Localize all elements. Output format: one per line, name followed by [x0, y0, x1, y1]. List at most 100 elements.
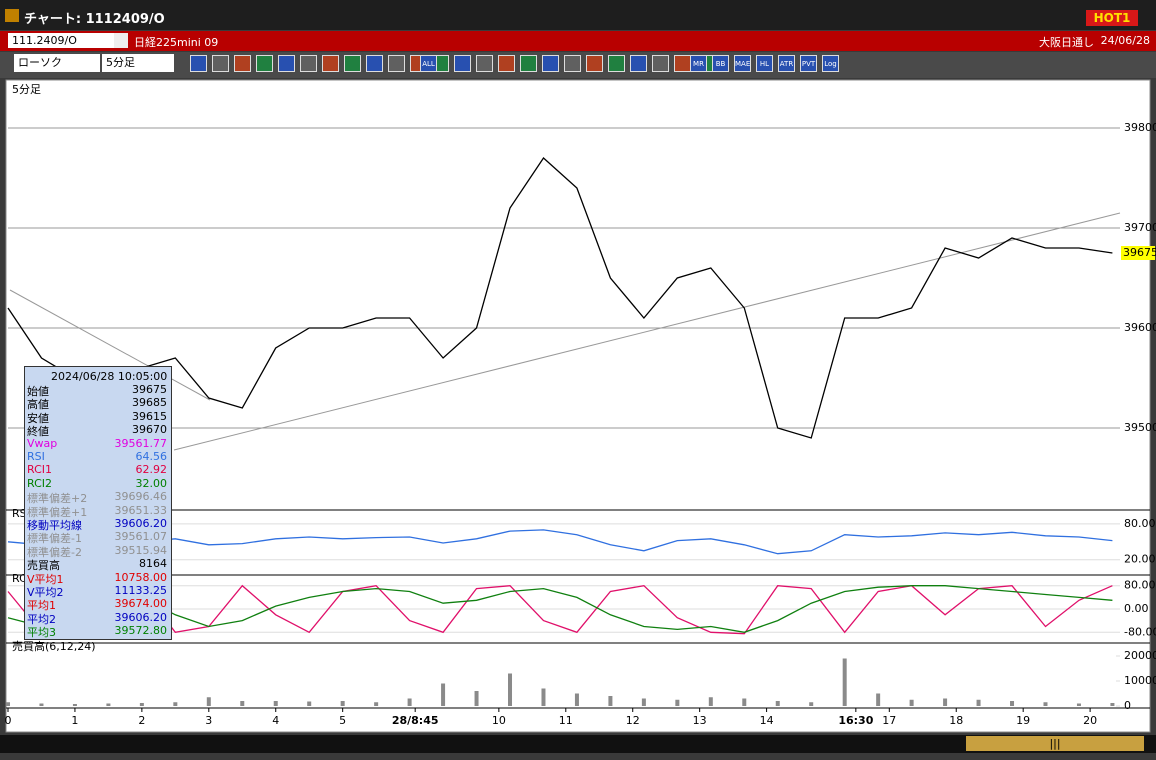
info-label: 平均1	[27, 599, 56, 613]
x-tick-label: 12	[626, 714, 640, 727]
volume-bar	[809, 702, 814, 706]
x-tick-label: 1	[71, 714, 78, 727]
tool-icon[interactable]	[476, 55, 493, 72]
scroll-thumb[interactable]	[966, 736, 1144, 751]
tool-icon[interactable]	[366, 55, 383, 72]
hot-button[interactable]: HOT1	[1086, 10, 1138, 26]
scrollbar[interactable]	[0, 735, 1156, 753]
tool-icon[interactable]	[542, 55, 559, 72]
tool-icon[interactable]	[322, 55, 339, 72]
info-row: V平均1 10758.00	[27, 570, 168, 586]
info-row: 平均2 39606.20	[27, 610, 168, 626]
symbol-name: 日経225mini 09	[134, 36, 219, 49]
chart-type-select[interactable]: ローソク	[14, 54, 100, 72]
price-tag	[1121, 246, 1155, 260]
info-value: 8164	[139, 557, 167, 571]
tool-icon-label[interactable]: BB	[712, 55, 729, 72]
tool-icon[interactable]	[586, 55, 603, 72]
x-tick-label: 2	[138, 714, 145, 727]
panel-title: 5分足	[12, 83, 41, 96]
info-label: 高値	[27, 398, 49, 412]
tool-icon-label[interactable]: MAE	[734, 55, 751, 72]
info-row: 安値 39615	[27, 410, 167, 425]
tool-icon[interactable]	[454, 55, 471, 72]
x-tick-label: 10	[492, 714, 506, 727]
volume-bar	[541, 688, 546, 706]
info-label: 移動平均線	[27, 519, 82, 532]
info-row: RCI2 32.00	[27, 477, 167, 490]
info-label: Vwap	[27, 436, 58, 450]
tool-icon[interactable]	[234, 55, 251, 72]
tool-icon-label[interactable]: ALL	[420, 55, 437, 72]
tool-icon[interactable]	[608, 55, 625, 72]
tool-icon[interactable]	[388, 55, 405, 72]
info-label: 始値	[27, 385, 49, 398]
x-tick-label: 3	[205, 714, 212, 727]
info-row: 平均3 39572.80	[27, 624, 167, 639]
tool-icon[interactable]	[344, 55, 361, 72]
tool-icon-label[interactable]: ATR	[778, 55, 795, 72]
y-tick-label: 39700	[1124, 221, 1156, 234]
info-row: 売買高 8164	[27, 557, 167, 573]
tool-icon[interactable]	[564, 55, 581, 72]
info-value: 39651.33	[114, 503, 168, 517]
volume-bar	[139, 703, 144, 706]
info-value: 10758.00	[114, 570, 168, 584]
info-value: 39606.20	[114, 610, 168, 624]
volume-bar	[273, 701, 278, 706]
volume-bar	[641, 698, 646, 706]
info-row: 平均1 39674.00	[27, 597, 167, 613]
tool-icon[interactable]	[278, 55, 295, 72]
symbol-dropdown[interactable]	[114, 33, 128, 48]
info-row: 標準偏差-1 39561.07	[27, 530, 167, 546]
interval-select[interactable]: 5分足	[102, 54, 174, 72]
tool-icon-label[interactable]: HL	[756, 55, 773, 72]
info-row: 標準偏差+2 39696.46	[27, 490, 167, 506]
y-tick-label: 80.00	[1124, 579, 1156, 592]
info-row: 終値 39670	[27, 423, 167, 438]
tool-icon[interactable]	[674, 55, 691, 72]
data-line	[7, 529, 1113, 555]
x-tick-label: 11	[559, 714, 573, 727]
info-value: 11133.25	[114, 584, 168, 597]
scroll-grip: |||	[1049, 737, 1060, 750]
tool-icon[interactable]	[256, 55, 273, 72]
tool-icon[interactable]	[630, 55, 647, 72]
symbol-bar: 111.2409/O 日経225mini 09 大阪日通し 24/06/28	[0, 31, 1156, 51]
y-tick-label: 39800	[1124, 121, 1156, 134]
volume-bar	[340, 701, 345, 706]
tool-icon-label[interactable]: Log	[822, 55, 839, 72]
tool-icon[interactable]	[212, 55, 229, 72]
info-label: 標準偏差+2	[27, 492, 88, 506]
info-value: 39675	[132, 383, 167, 396]
tool-icon[interactable]	[190, 55, 207, 72]
y-tick-label: 39500	[1124, 421, 1156, 434]
info-label: 標準偏差+1	[27, 505, 88, 519]
chart-area	[5, 79, 1151, 733]
info-label: V平均2	[27, 586, 64, 599]
date: 24/06/28	[1100, 34, 1150, 47]
info-label: V平均1	[27, 572, 64, 586]
info-label: 売買高	[27, 559, 60, 573]
data-line	[7, 585, 1113, 633]
info-label: RCI2	[27, 476, 53, 490]
info-row: 標準偏差+1 39651.33	[27, 503, 168, 519]
tool-icon-label[interactable]: MR	[690, 55, 707, 72]
tool-icon[interactable]	[498, 55, 515, 72]
tool-icon[interactable]	[520, 55, 537, 72]
symbol-input[interactable]: 111.2409/O	[8, 33, 117, 48]
tool-icon[interactable]	[652, 55, 669, 72]
session: 大阪日通し	[1039, 36, 1094, 49]
x-tick-label: 16:30	[838, 714, 873, 727]
volume-bar	[842, 658, 847, 706]
tool-icon-label[interactable]: PVT	[800, 55, 817, 72]
volume-bar	[876, 693, 881, 706]
info-value: 39670	[132, 423, 167, 437]
volume-bar	[1043, 702, 1048, 706]
x-tick-label: 13	[693, 714, 707, 727]
tool-icon[interactable]	[300, 55, 317, 72]
info-label: 標準偏差-1	[27, 532, 82, 546]
y-tick-label: 80.00	[1124, 517, 1156, 530]
